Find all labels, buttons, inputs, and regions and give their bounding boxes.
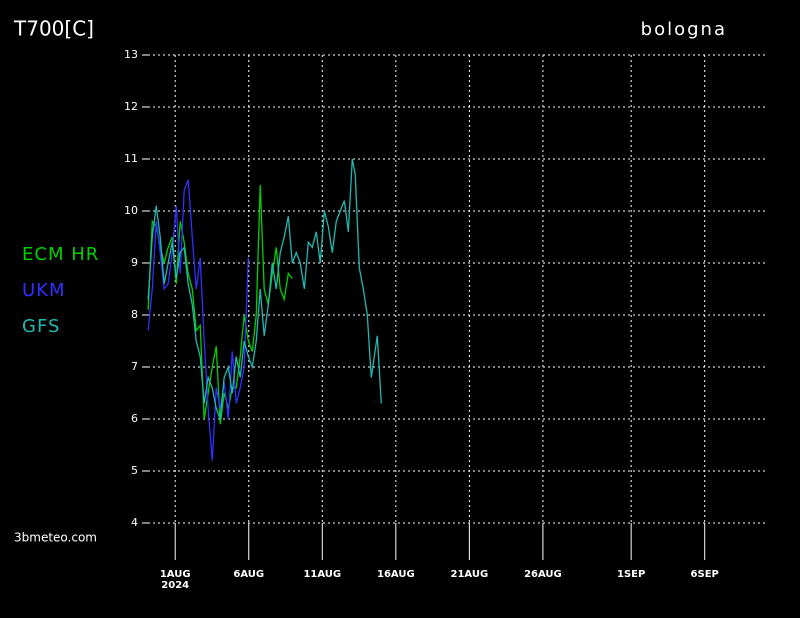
x-tick-label: 21AUG [451,569,489,580]
legend-entry: GFS [22,316,60,337]
legend-entry: ECM HR [22,244,99,265]
x-tick-label: 1AUG [160,569,191,580]
x-tick-label: 16AUG [377,569,415,580]
x-tick-label: 26AUG [524,569,562,580]
y-tick-label: 12 [124,100,138,113]
location: bologna [641,19,727,40]
legend-entry: UKM [22,280,66,301]
series-line [147,184,293,425]
y-tick-label: 4 [131,516,138,529]
y-tick-label: 5 [131,464,138,477]
y-tick-label: 6 [131,412,138,425]
y-tick-label: 8 [131,308,138,321]
y-tick-label: 11 [124,152,138,165]
source: 3bmeteo.com [14,531,97,545]
series-line [147,179,249,461]
x-tick-label: 11AUG [303,569,341,580]
y-tick-label: 9 [131,256,138,269]
y-tick-label: 10 [124,204,138,217]
series-line [147,158,382,420]
x-tick-label: 6AUG [233,569,264,580]
y-tick-label: 7 [131,360,138,373]
y-tick-label: 13 [124,48,138,61]
x-tick-label: 6SEP [691,569,719,580]
x-year-label: 2024 [161,580,189,591]
x-tick-label: 1SEP [617,569,645,580]
chart-title: T700[C] [13,17,94,41]
